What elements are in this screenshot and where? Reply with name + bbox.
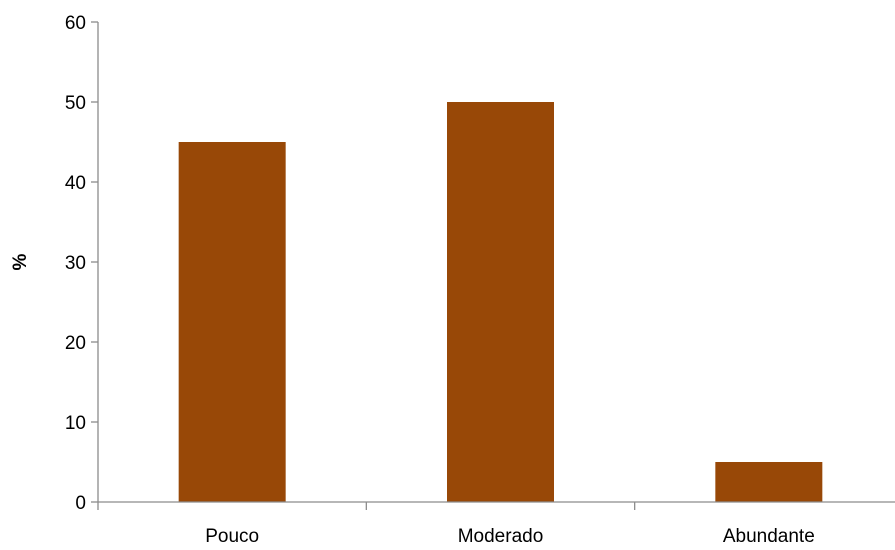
y-tick-label: 10 xyxy=(65,413,86,434)
y-axis-title: % xyxy=(10,253,31,270)
bars xyxy=(178,102,823,502)
y-tick-label: 20 xyxy=(65,333,86,354)
y-tick-label: 40 xyxy=(65,173,86,194)
x-tick-label: Pouco xyxy=(205,526,259,547)
bar-pouco xyxy=(178,142,286,502)
y-tick-label: 30 xyxy=(65,253,86,274)
y-tick-label: 60 xyxy=(65,13,86,34)
y-axis-ticks: 0 10 20 30 40 50 60 xyxy=(65,13,98,514)
x-tick-label: Moderado xyxy=(458,526,544,547)
x-axis-ticks: Pouco Moderado Abundante xyxy=(97,502,815,547)
bar-abundante xyxy=(715,462,823,502)
bar-moderado xyxy=(447,102,554,502)
y-tick-label: 50 xyxy=(65,93,86,114)
x-tick-label: Abundante xyxy=(723,526,815,547)
y-tick-label: 0 xyxy=(75,493,86,514)
